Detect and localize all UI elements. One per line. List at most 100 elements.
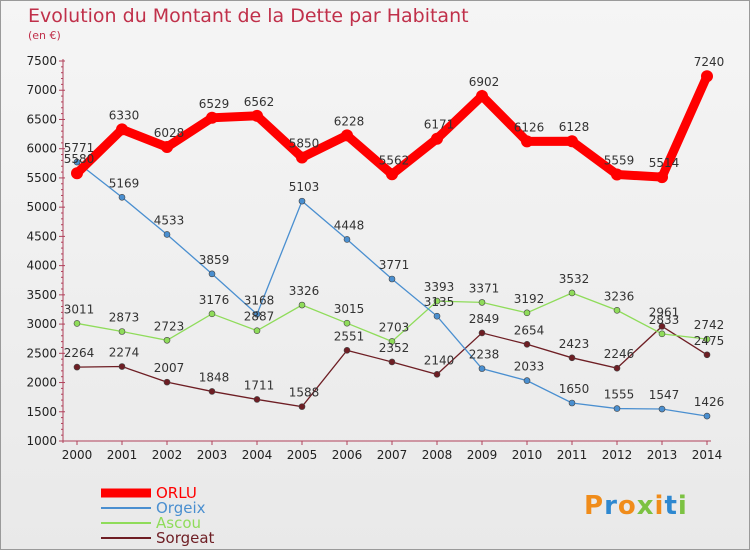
data-label-orgeix: 3135: [424, 295, 455, 309]
data-point-sorgeat: [658, 323, 666, 330]
y-tick-label: 5500: [26, 171, 57, 185]
legend-label-sorgeat: Sorgeat: [156, 529, 215, 547]
data-point-sorgeat: [343, 347, 351, 354]
data-label-sorgeat: 2246: [604, 347, 635, 361]
x-tick-label: 2008: [422, 448, 453, 462]
data-point-orlu: [116, 123, 128, 136]
data-point-sorgeat: [298, 403, 306, 410]
data-label-sorgeat: 2654: [514, 323, 545, 337]
y-tick-label: 3500: [26, 288, 57, 302]
data-label-orlu: 6529: [199, 97, 230, 111]
data-point-orgeix: [568, 399, 576, 407]
data-point-sorgeat: [208, 388, 216, 395]
x-tick-label: 2012: [602, 448, 633, 462]
data-label-orgeix: 3771: [379, 258, 410, 272]
data-label-sorgeat: 2264: [64, 346, 95, 360]
logo-letter: o: [617, 491, 637, 521]
data-point-ascou: [208, 310, 216, 318]
data-label-ascou: 3015: [334, 302, 365, 316]
data-label-ascou: 3192: [514, 292, 545, 306]
legend-label-orlu: ORLU: [156, 484, 197, 502]
y-tick-label: 3000: [26, 317, 57, 331]
data-point-orlu: [386, 168, 398, 181]
data-point-orgeix: [388, 275, 396, 283]
data-label-orgeix: 2238: [469, 348, 500, 362]
data-label-sorgeat: 2475: [694, 334, 725, 348]
x-tick-label: 2003: [197, 448, 228, 462]
data-label-sorgeat: 2140: [424, 353, 455, 367]
series-layer: [71, 70, 713, 420]
data-point-orlu: [161, 141, 173, 154]
logo-letter: i: [677, 491, 688, 521]
data-label-orgeix: 1547: [649, 388, 680, 402]
data-label-orlu: 5514: [649, 156, 680, 170]
data-label-ascou: 3532: [559, 272, 590, 286]
x-tick-label: 2006: [332, 448, 363, 462]
x-tick-label: 2011: [557, 448, 588, 462]
data-label-sorgeat: 2007: [154, 361, 185, 375]
data-point-sorgeat: [703, 351, 711, 359]
data-point-ascou: [253, 327, 261, 334]
y-tick-label: 7500: [26, 54, 57, 68]
data-label-ascou: 2742: [694, 318, 725, 332]
x-tick-label: 2010: [512, 448, 543, 462]
logo-letter: x: [636, 491, 655, 521]
data-label-orlu: 7240: [694, 55, 725, 69]
data-point-sorgeat: [118, 363, 126, 370]
data-label-orgeix: 5771: [64, 141, 95, 155]
data-label-ascou: 3393: [424, 280, 455, 294]
data-point-ascou: [658, 330, 666, 338]
data-point-ascou: [523, 309, 531, 317]
data-label-sorgeat: 2849: [469, 312, 500, 326]
data-point-orlu: [71, 167, 83, 180]
data-label-orgeix: 1426: [694, 395, 725, 409]
x-tick-label: 2004: [242, 448, 273, 462]
data-point-ascou: [343, 319, 351, 327]
y-tick-label: 4500: [26, 229, 57, 243]
data-label-orgeix: 3859: [199, 253, 230, 267]
data-label-ascou: 3371: [469, 281, 500, 295]
legend-label-ascou: Ascou: [156, 514, 201, 532]
data-point-ascou: [613, 306, 621, 314]
data-point-orgeix: [298, 197, 306, 205]
data-label-orgeix: 2033: [514, 360, 545, 374]
data-point-sorgeat: [73, 363, 81, 371]
data-label-ascou: 2723: [154, 319, 185, 333]
x-tick-label: 2014: [692, 448, 723, 462]
data-label-orgeix: 1555: [604, 388, 635, 402]
data-labels-layer: 5580 6330 6028 6529 6562 5850 6228 5562 6171 6902…: [64, 55, 725, 409]
data-label-orlu: 5580: [64, 152, 95, 166]
data-point-orgeix: [658, 405, 666, 413]
data-point-orgeix: [433, 312, 441, 320]
data-point-ascou: [703, 335, 711, 343]
data-point-orlu: [206, 111, 218, 124]
legend-label-orgeix: Orgeix: [156, 499, 206, 517]
data-label-sorgeat: 2961: [649, 305, 680, 319]
data-point-orlu: [656, 171, 668, 184]
x-tick-label: 2005: [287, 448, 318, 462]
y-tick-label: 5000: [26, 200, 57, 214]
data-label-orlu: 6171: [424, 118, 455, 132]
data-label-orgeix: 5169: [109, 176, 140, 190]
x-tick-label: 2013: [647, 448, 678, 462]
data-label-orlu: 5850: [289, 136, 320, 150]
data-point-orgeix: [253, 310, 261, 318]
data-point-ascou: [298, 301, 306, 309]
y-tick-label: 4000: [26, 259, 57, 273]
data-point-orgeix: [478, 365, 486, 372]
data-label-ascou: 2703: [379, 320, 410, 334]
data-point-orgeix: [73, 158, 81, 166]
data-point-orgeix: [118, 193, 126, 201]
data-label-orlu: 6562: [244, 95, 275, 109]
data-point-orlu: [611, 168, 623, 181]
data-label-ascou: 2833: [649, 313, 680, 327]
data-point-orlu: [251, 109, 263, 122]
data-point-orgeix: [703, 412, 711, 420]
data-point-orlu: [566, 135, 578, 148]
data-point-sorgeat: [163, 378, 171, 386]
data-label-orlu: 6330: [109, 108, 140, 122]
data-point-sorgeat: [478, 329, 486, 337]
y-tick-label: 1000: [26, 434, 57, 448]
data-label-orlu: 5562: [379, 153, 410, 167]
data-label-ascou: 3236: [604, 289, 635, 303]
